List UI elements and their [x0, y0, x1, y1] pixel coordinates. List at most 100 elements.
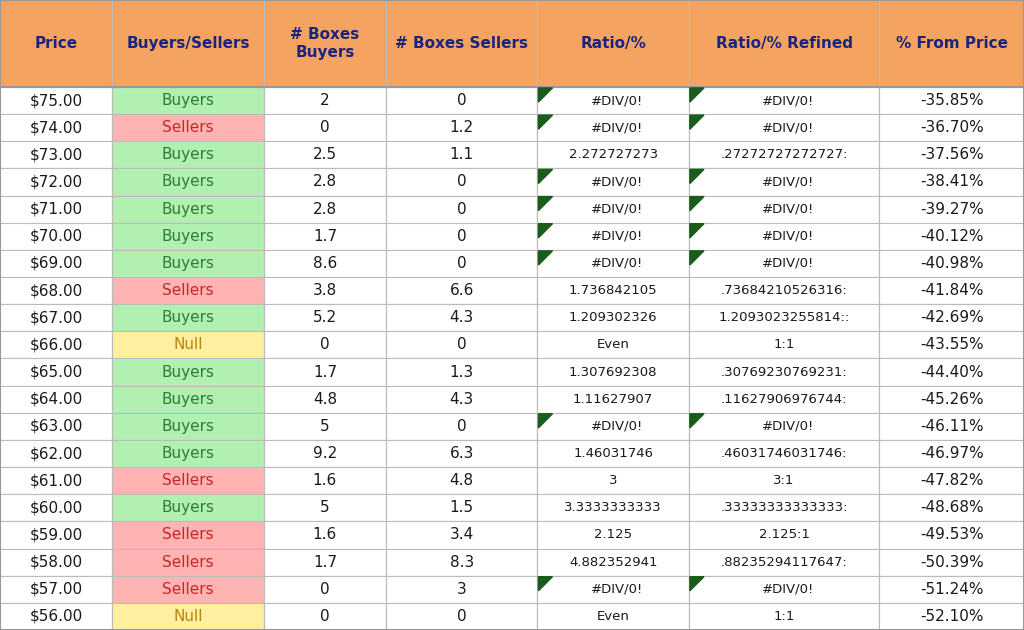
Text: 0: 0 [457, 202, 467, 217]
Bar [538, 549, 689, 576]
Text: -46.11%: -46.11% [920, 419, 983, 434]
Bar [538, 114, 689, 141]
Text: Buyers/Sellers: Buyers/Sellers [126, 36, 250, 51]
Polygon shape [690, 115, 703, 129]
Bar [386, 576, 538, 603]
Bar [880, 141, 1024, 168]
Text: -47.82%: -47.82% [920, 473, 983, 488]
Bar [113, 358, 264, 386]
Bar [0, 250, 113, 277]
Bar [264, 141, 386, 168]
Text: 2.5: 2.5 [312, 147, 337, 163]
Bar [113, 440, 264, 467]
Text: 8.3: 8.3 [450, 554, 474, 570]
Text: 4.8: 4.8 [312, 392, 337, 407]
Text: 3.8: 3.8 [312, 283, 337, 298]
Bar [113, 522, 264, 549]
Bar [113, 87, 264, 114]
Bar [264, 549, 386, 576]
Text: $72.00: $72.00 [30, 175, 83, 190]
Text: 0: 0 [457, 93, 467, 108]
Text: 1.11627907: 1.11627907 [573, 392, 653, 406]
Text: Buyers: Buyers [162, 93, 215, 108]
Text: 6.3: 6.3 [450, 446, 474, 461]
Text: # Boxes
Buyers: # Boxes Buyers [290, 27, 359, 60]
Text: .30769230769231:: .30769230769231: [721, 365, 848, 379]
Bar [538, 331, 689, 358]
Bar [264, 168, 386, 195]
Bar [880, 386, 1024, 413]
Text: $75.00: $75.00 [30, 93, 83, 108]
Bar [0, 223, 113, 250]
Text: $62.00: $62.00 [30, 446, 83, 461]
Text: Sellers: Sellers [162, 527, 214, 542]
Bar [689, 522, 880, 549]
Bar [880, 331, 1024, 358]
Text: $67.00: $67.00 [30, 310, 83, 325]
Text: 0: 0 [321, 338, 330, 352]
Bar [113, 549, 264, 576]
Bar [386, 494, 538, 522]
Text: 0: 0 [457, 419, 467, 434]
Text: Sellers: Sellers [162, 554, 214, 570]
Bar [689, 331, 880, 358]
Bar [0, 494, 113, 522]
Text: 1.2: 1.2 [450, 120, 474, 135]
Bar [113, 331, 264, 358]
Bar [264, 440, 386, 467]
Text: 9.2: 9.2 [312, 446, 337, 461]
Bar [386, 467, 538, 495]
Text: Buyers: Buyers [162, 202, 215, 217]
Text: -40.12%: -40.12% [920, 229, 983, 244]
Bar [264, 413, 386, 440]
Text: #DIV/0!: #DIV/0! [591, 121, 643, 134]
Text: $56.00: $56.00 [30, 609, 83, 624]
Bar [689, 223, 880, 250]
Text: 8.6: 8.6 [312, 256, 337, 271]
Bar [264, 114, 386, 141]
Bar [689, 603, 880, 630]
Text: -37.56%: -37.56% [920, 147, 984, 163]
Polygon shape [539, 169, 553, 183]
Text: 4.8: 4.8 [450, 473, 474, 488]
Bar [689, 549, 880, 576]
Text: 1.7: 1.7 [312, 229, 337, 244]
Bar [0, 114, 113, 141]
Text: 0: 0 [457, 338, 467, 352]
Text: 5.2: 5.2 [312, 310, 337, 325]
Bar [538, 168, 689, 195]
Bar [880, 277, 1024, 304]
Text: #DIV/0!: #DIV/0! [591, 94, 643, 107]
Text: $57.00: $57.00 [30, 581, 83, 597]
Bar [538, 467, 689, 495]
Bar [538, 141, 689, 168]
Text: #DIV/0!: #DIV/0! [591, 203, 643, 215]
Bar [880, 304, 1024, 331]
Text: .11627906976744:: .11627906976744: [721, 392, 848, 406]
Bar [538, 277, 689, 304]
Text: .27272727272727:: .27272727272727: [720, 148, 848, 161]
Text: 1.5: 1.5 [450, 500, 474, 515]
Text: $60.00: $60.00 [30, 500, 83, 515]
Bar [386, 277, 538, 304]
Text: #DIV/0!: #DIV/0! [762, 94, 814, 107]
Polygon shape [539, 414, 553, 428]
Bar [689, 467, 880, 495]
Text: 1.46031746: 1.46031746 [573, 447, 653, 460]
Bar [113, 223, 264, 250]
Text: $65.00: $65.00 [30, 365, 83, 379]
Text: Buyers: Buyers [162, 419, 215, 434]
Bar [264, 603, 386, 630]
Text: Buyers: Buyers [162, 310, 215, 325]
Bar [689, 250, 880, 277]
Text: Buyers: Buyers [162, 229, 215, 244]
Bar [386, 603, 538, 630]
Text: -46.97%: -46.97% [920, 446, 984, 461]
Bar [264, 304, 386, 331]
Text: $68.00: $68.00 [30, 283, 83, 298]
Bar [386, 522, 538, 549]
Bar [264, 277, 386, 304]
Text: 0: 0 [321, 609, 330, 624]
Text: Buyers: Buyers [162, 392, 215, 407]
Text: -43.55%: -43.55% [920, 338, 983, 352]
